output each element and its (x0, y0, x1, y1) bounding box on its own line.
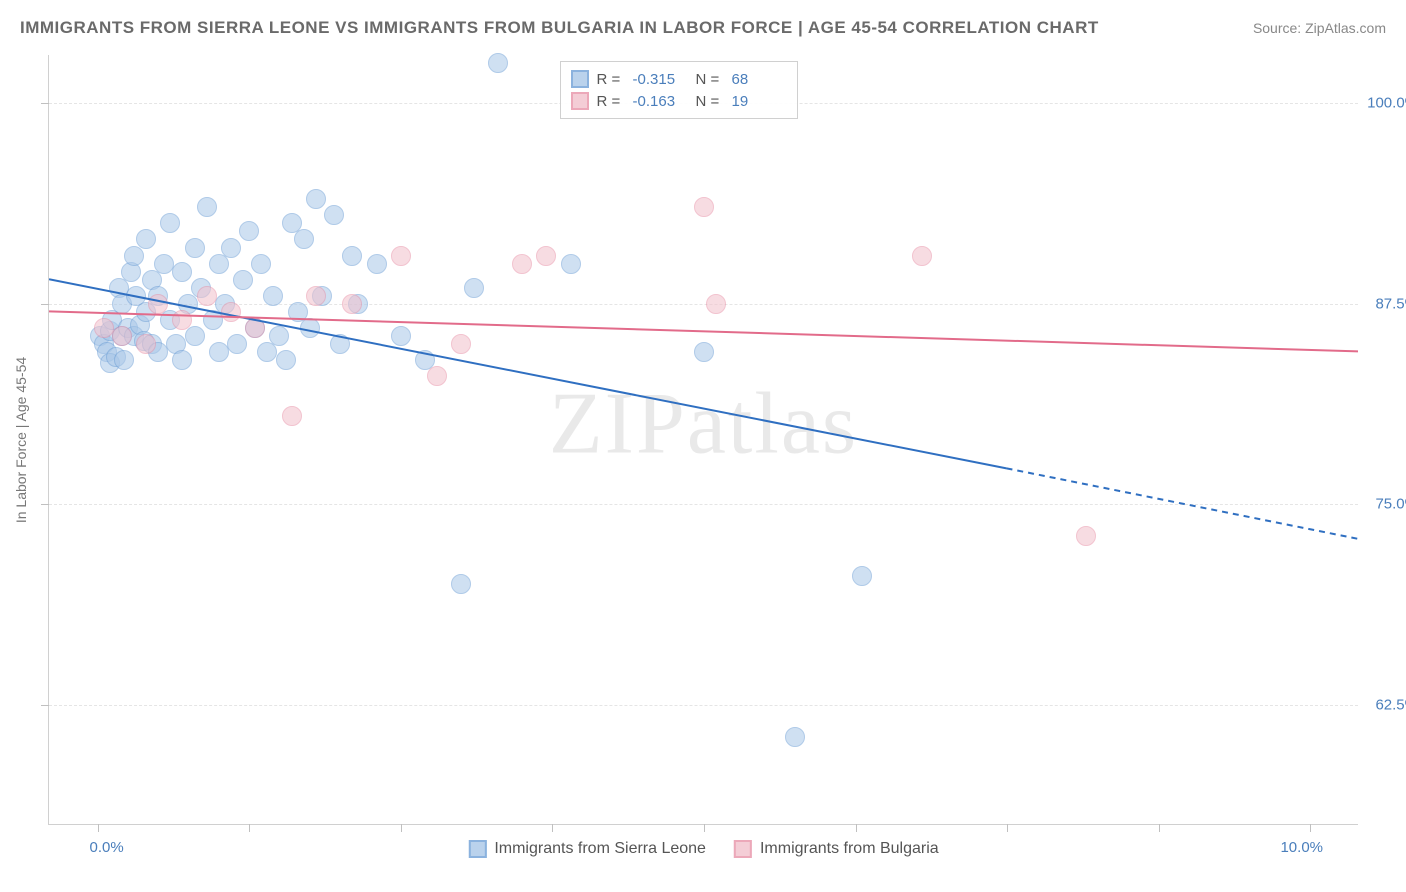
data-point (561, 254, 581, 274)
data-point (221, 238, 241, 258)
y-axis-label: In Labor Force | Age 45-54 (13, 356, 29, 522)
data-point (488, 53, 508, 73)
data-point (172, 310, 192, 330)
data-point (136, 334, 156, 354)
data-point (197, 197, 217, 217)
data-point (197, 286, 217, 306)
data-point (306, 189, 326, 209)
legend-r-value: -0.315 (633, 71, 688, 88)
data-point (172, 350, 192, 370)
legend-label: Immigrants from Sierra Leone (494, 840, 706, 858)
data-point (233, 270, 253, 290)
data-point (427, 366, 447, 386)
y-tick-label: 87.5% (1375, 295, 1406, 312)
data-point (245, 318, 265, 338)
data-point (263, 286, 283, 306)
data-point (227, 334, 247, 354)
data-point (785, 727, 805, 747)
data-point (912, 246, 932, 266)
data-point (536, 246, 556, 266)
page-title: IMMIGRANTS FROM SIERRA LEONE VS IMMIGRAN… (20, 18, 1099, 38)
data-point (185, 238, 205, 258)
trendlines (49, 55, 1358, 824)
data-point (391, 246, 411, 266)
y-tick-label: 100.0% (1367, 95, 1406, 112)
data-point (148, 294, 168, 314)
data-point (209, 342, 229, 362)
data-point (451, 334, 471, 354)
legend-swatch (468, 840, 486, 858)
data-point (136, 229, 156, 249)
data-point (112, 326, 132, 346)
legend-item: Immigrants from Sierra Leone (468, 840, 706, 858)
data-point (294, 229, 314, 249)
data-point (94, 318, 114, 338)
data-point (239, 221, 259, 241)
data-point (154, 254, 174, 274)
legend-r-value: -0.163 (633, 93, 688, 110)
data-point (706, 294, 726, 314)
data-point (114, 350, 134, 370)
data-point (172, 262, 192, 282)
legend-swatch (734, 840, 752, 858)
legend-item: Immigrants from Bulgaria (734, 840, 939, 858)
data-point (342, 294, 362, 314)
data-point (269, 326, 289, 346)
data-point (251, 254, 271, 274)
data-point (852, 566, 872, 586)
data-point (324, 205, 344, 225)
data-point (185, 326, 205, 346)
legend-label: Immigrants from Bulgaria (760, 840, 939, 858)
legend-swatch (571, 70, 589, 88)
x-tick-label: 10.0% (1280, 839, 1323, 856)
watermark: ZIPatlas (549, 374, 858, 475)
data-point (694, 342, 714, 362)
legend-series: Immigrants from Sierra Leone Immigrants f… (468, 840, 938, 858)
source-label: Source: ZipAtlas.com (1253, 20, 1386, 36)
y-tick-label: 75.0% (1375, 496, 1406, 513)
data-point (300, 318, 320, 338)
legend-correlation: R = -0.315 N = 68R = -0.163 N = 19 (560, 61, 798, 119)
x-tick-label: 0.0% (90, 839, 124, 856)
data-point (306, 286, 326, 306)
data-point (512, 254, 532, 274)
legend-n-value: 19 (732, 93, 787, 110)
data-point (330, 334, 350, 354)
data-point (1076, 526, 1096, 546)
data-point (694, 197, 714, 217)
data-point (282, 406, 302, 426)
legend-n-value: 68 (732, 71, 787, 88)
data-point (276, 350, 296, 370)
y-tick-label: 62.5% (1375, 696, 1406, 713)
data-point (342, 246, 362, 266)
data-point (160, 213, 180, 233)
data-point (391, 326, 411, 346)
data-point (367, 254, 387, 274)
chart-area: In Labor Force | Age 45-54 ZIPatlas R = … (48, 55, 1358, 825)
data-point (451, 574, 471, 594)
legend-swatch (571, 92, 589, 110)
data-point (464, 278, 484, 298)
data-point (221, 302, 241, 322)
